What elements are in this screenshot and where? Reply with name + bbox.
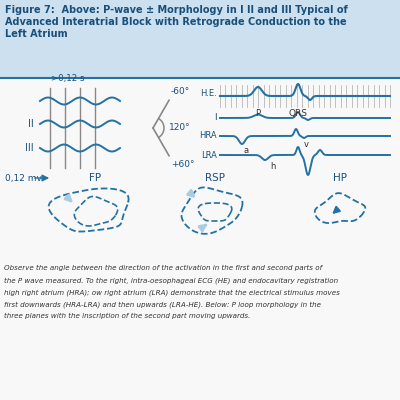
Text: Advanced Interatrial Block with Retrograde Conduction to the: Advanced Interatrial Block with Retrogra… — [5, 17, 347, 27]
Text: the P wave measured. To the right, intra-oesophageal ECG (HE) and endocavitary r: the P wave measured. To the right, intra… — [4, 277, 338, 284]
Text: a: a — [244, 146, 249, 155]
Text: Observe the angle between the direction of the activation in the first and secon: Observe the angle between the direction … — [4, 265, 322, 271]
Text: 0,12 mv: 0,12 mv — [5, 174, 42, 182]
Text: three planes with the inscription of the second part moving upwards.: three planes with the inscription of the… — [4, 313, 250, 319]
Bar — [0, 0, 400, 78]
Text: >0,12 s: >0,12 s — [51, 74, 85, 83]
Text: II: II — [28, 119, 34, 129]
Text: -60°: -60° — [171, 86, 190, 96]
Text: III: III — [25, 143, 34, 153]
Text: QRS: QRS — [288, 109, 308, 118]
Text: P: P — [256, 109, 260, 118]
Text: first downwards (HRA-LRA) and then upwards (LRA-HE). Below: P loop morphology in: first downwards (HRA-LRA) and then upwar… — [4, 301, 321, 308]
Text: +60°: +60° — [171, 160, 194, 170]
Text: RSP: RSP — [205, 173, 225, 183]
Text: Figure 7:  Above: P-wave ± Morphology in I II and III Typical of: Figure 7: Above: P-wave ± Morphology in … — [5, 5, 348, 15]
Text: high right atrium (HRA); ow right atrium (LRA) demonstrate that the electrical s: high right atrium (HRA); ow right atrium… — [4, 289, 340, 296]
Text: HRA: HRA — [199, 132, 217, 140]
Text: LRA: LRA — [201, 150, 217, 160]
Bar — [0, 78, 400, 400]
Text: 120°: 120° — [169, 124, 191, 132]
Text: H.E.: H.E. — [200, 90, 217, 98]
Text: HP: HP — [333, 173, 347, 183]
Text: h: h — [270, 162, 275, 171]
Text: I: I — [214, 114, 217, 122]
Text: Left Atrium: Left Atrium — [5, 29, 68, 39]
Text: v: v — [304, 140, 309, 149]
Text: FP: FP — [89, 173, 101, 183]
